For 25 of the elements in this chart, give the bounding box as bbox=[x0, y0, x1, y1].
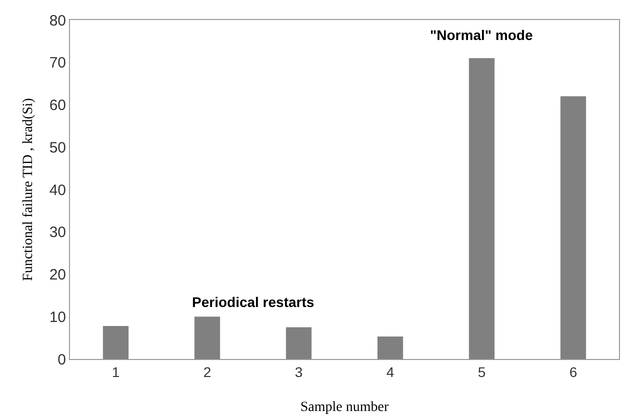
bar bbox=[377, 336, 404, 359]
x-tick-label: 3 bbox=[294, 364, 303, 380]
x-tick-label: 1 bbox=[112, 364, 120, 380]
x-tick-label: 6 bbox=[569, 364, 578, 380]
y-tick-label: 40 bbox=[49, 182, 66, 199]
y-tick-label: 30 bbox=[49, 224, 66, 242]
y-tick-label: 0 bbox=[58, 351, 66, 368]
y-tick-label: 80 bbox=[49, 12, 66, 30]
bar bbox=[102, 326, 129, 359]
annotation: "Normal" mode bbox=[430, 27, 533, 43]
annotation: Periodical restarts bbox=[192, 294, 314, 310]
y-tick-label: 70 bbox=[49, 54, 66, 72]
x-axis-title: Sample number bbox=[300, 400, 389, 415]
bar bbox=[286, 327, 312, 359]
bar bbox=[560, 96, 586, 359]
bar bbox=[468, 58, 495, 359]
x-tick-label: 4 bbox=[386, 364, 394, 380]
y-tick-label: 50 bbox=[49, 139, 66, 156]
bar bbox=[194, 316, 220, 359]
y-tick-label: 60 bbox=[49, 97, 66, 114]
x-tick-label: 5 bbox=[478, 364, 486, 380]
y-tick-label: 20 bbox=[49, 266, 66, 284]
y-tick-label: 10 bbox=[49, 308, 66, 326]
y-axis-title: Functional failure TID , krad(Si) bbox=[21, 98, 36, 281]
x-tick-label: 2 bbox=[203, 364, 212, 380]
